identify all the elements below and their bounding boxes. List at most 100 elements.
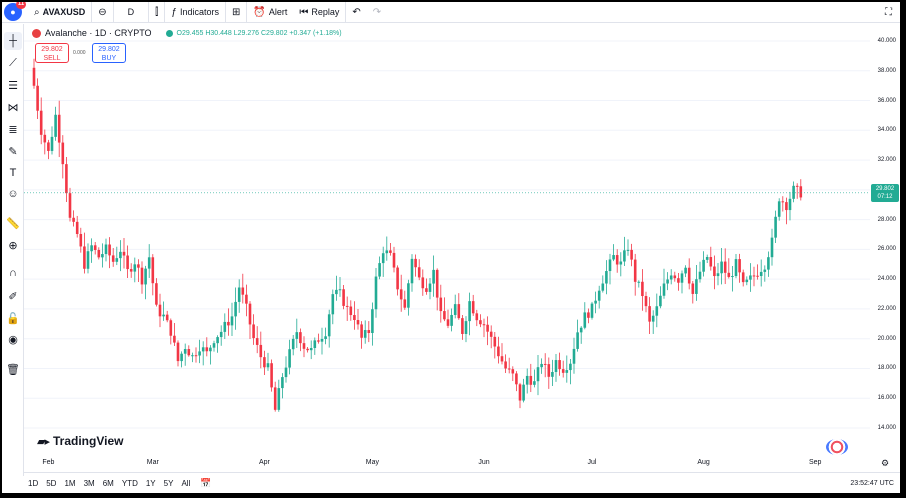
candle-body (432, 269, 435, 284)
alarm-icon: ⏰ (253, 6, 266, 18)
candle-body (605, 271, 608, 284)
range-1m[interactable]: 1M (64, 478, 76, 488)
region-flag-icon[interactable] (826, 439, 848, 455)
undo-button[interactable]: ↶ (346, 2, 366, 23)
range-all[interactable]: All (181, 478, 191, 488)
candle-body (489, 331, 493, 337)
range-1y[interactable]: 1Y (145, 478, 156, 488)
range-1d[interactable]: 1D (28, 478, 39, 488)
candle-body (140, 267, 144, 285)
range-6m[interactable]: 6M (102, 478, 114, 488)
candle-body (309, 348, 313, 351)
candle-body (482, 324, 486, 326)
range-ytd[interactable]: YTD (121, 478, 138, 488)
candle-body (79, 233, 83, 247)
symbol-label: AVAXUSD (42, 7, 86, 17)
candle-body (475, 313, 479, 321)
candle-body (752, 275, 756, 277)
alert-button[interactable]: ⏰ Alert (247, 2, 293, 23)
text-tool[interactable]: T (4, 164, 22, 182)
candle-body (65, 164, 68, 194)
candle-body (684, 267, 687, 274)
chart-settings-button[interactable]: ⚙ (881, 458, 889, 469)
candle-body (677, 278, 680, 283)
candle-body (425, 288, 428, 292)
candle-body (792, 185, 795, 199)
tradingview-watermark[interactable]: ▰▸ TradingView (37, 434, 123, 448)
zoom-in-tool[interactable]: ⊕ (4, 236, 22, 254)
candle-body (561, 369, 565, 373)
crosshair-tool[interactable]: ┼ (4, 32, 22, 50)
candle-body (126, 255, 129, 270)
candle-body (137, 264, 140, 268)
candle-body (342, 289, 345, 306)
chart-legend: Avalanche · 1D · CRYPTO O29.455 H30.448 … (32, 28, 342, 38)
candle-body (378, 263, 381, 277)
emoji-tool[interactable]: ☺ (4, 185, 22, 203)
candle-body (687, 267, 691, 284)
candle-body (176, 342, 180, 362)
candle-body (219, 331, 223, 338)
layout-templates-button[interactable]: ⊞ (226, 2, 248, 23)
candle-body (180, 353, 183, 362)
horizontal-lines-tool[interactable]: ☰ (4, 76, 22, 94)
interval-button[interactable]: D (114, 2, 150, 23)
ruler-tool[interactable]: 📏 (4, 214, 22, 232)
candle-body (255, 338, 259, 345)
range-5d[interactable]: 5D (46, 478, 57, 488)
indicators-button[interactable]: ƒ Indicators (165, 2, 226, 23)
candle-body (464, 321, 468, 334)
fib-tool[interactable]: ≣ (4, 120, 22, 138)
buy-label: BUY (101, 55, 117, 62)
candle-body (57, 114, 61, 143)
market-status-icon (165, 29, 173, 37)
candle-body (770, 237, 774, 258)
candle-body (623, 250, 626, 262)
candle-body (457, 304, 461, 319)
brush-tool[interactable]: ✎ (4, 142, 22, 160)
candle-body (284, 367, 288, 378)
symbol-search-button[interactable]: ⌕ AVAXUSD (28, 2, 93, 23)
candle-body (97, 249, 101, 258)
redo-button[interactable]: ↷ (367, 2, 387, 23)
symbol-title[interactable]: Avalanche · 1D · CRYPTO (45, 28, 152, 38)
candle-body (108, 244, 111, 256)
fullscreen-button[interactable]: ⛶ (885, 7, 900, 18)
trendline-tool[interactable]: ⟋ (4, 54, 22, 72)
buy-button[interactable]: 29.802 BUY (92, 43, 126, 63)
buy-price: 29.802 (98, 46, 120, 53)
delete-tool[interactable]: 🗑 (4, 360, 22, 378)
go-to-date-button[interactable]: 📅 (200, 478, 211, 489)
interval-label: D (127, 7, 135, 17)
sell-button[interactable]: 29.802 SELL (35, 43, 69, 63)
candle-body (576, 332, 579, 349)
candle-body (587, 312, 590, 318)
candle-body (471, 301, 475, 314)
notification-badge: 11 (16, 2, 26, 9)
drawing-toolbar: ┼ ⟋ ☰ ⋈ ≣ ✎ T ☺ 📏 ⊕ ∩ ✐ 🔓 ◉ 🗑 (2, 24, 24, 476)
candle-body (173, 335, 176, 343)
candle-body (763, 269, 767, 272)
crosshair-icon: ┼ (9, 35, 17, 47)
lock-drawing-tool[interactable]: ✐ (4, 287, 22, 305)
magnet-tool[interactable]: ∩ (4, 264, 22, 282)
price-chart[interactable] (24, 24, 870, 454)
replay-button[interactable]: ⏮ Replay (293, 2, 347, 23)
candle-body (644, 296, 648, 307)
price-axis[interactable]: 14.000 16.000 18.000 20.000 22.000 24.000 26.0… (870, 24, 900, 454)
range-3m[interactable]: 3M (83, 478, 95, 488)
chart-type-button[interactable]: ⫿ (149, 2, 166, 23)
hide-tool[interactable]: ◉ (4, 330, 22, 348)
lock-drawing-icon: ✐ (8, 290, 18, 303)
indicators-label: Indicators (179, 7, 219, 17)
candle-body (201, 347, 205, 352)
time-axis[interactable]: Feb Mar Apr May Jun Jul Aug Sep (24, 454, 870, 470)
candle-body (565, 370, 569, 373)
user-avatar[interactable]: ● 11 (4, 2, 26, 21)
compare-button[interactable]: ⊖ (92, 2, 114, 23)
utc-clock[interactable]: 23:52:47 UTC (850, 479, 894, 487)
lock-tool[interactable]: 🔓 (4, 309, 22, 327)
candle-body (360, 324, 363, 338)
range-5y[interactable]: 5Y (163, 478, 174, 488)
pitchfork-tool[interactable]: ⋈ (4, 98, 22, 116)
